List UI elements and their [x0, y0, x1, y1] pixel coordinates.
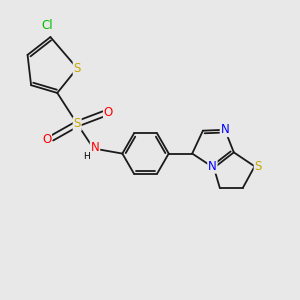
Text: S: S — [254, 160, 262, 173]
Text: N: N — [220, 123, 229, 136]
Text: S: S — [74, 62, 81, 75]
Text: S: S — [74, 117, 81, 130]
Text: O: O — [42, 133, 51, 146]
Text: Cl: Cl — [41, 19, 53, 32]
Text: N: N — [208, 160, 217, 173]
Text: O: O — [104, 106, 113, 119]
Text: N: N — [91, 140, 99, 154]
Text: H: H — [83, 152, 89, 161]
